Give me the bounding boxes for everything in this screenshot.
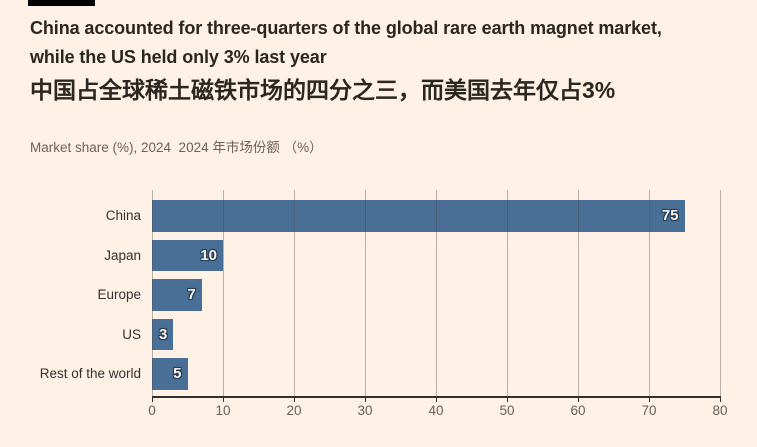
category-label-europe: Europe	[97, 287, 141, 303]
bar-japan: 10	[152, 239, 223, 272]
x-axis-tick-10	[223, 397, 224, 402]
x-tick-label-60: 60	[570, 403, 586, 418]
bar-chart: China Japan Europe US Rest of the world 75 10…	[0, 190, 757, 435]
x-tick-label-50: 50	[499, 403, 515, 418]
category-label-china: China	[105, 208, 141, 223]
x-tick-label-30: 30	[357, 403, 373, 418]
bar-value-label: 5	[173, 365, 182, 383]
gridline-x60	[578, 190, 579, 396]
bar-value-label: 7	[187, 286, 196, 304]
x-axis-tick-60	[578, 397, 579, 402]
x-axis-tick-30	[365, 397, 366, 402]
x-tick-label-80: 80	[712, 403, 728, 418]
x-axis-tick-70	[649, 397, 650, 402]
gridline-x10	[223, 190, 224, 396]
gridline-x0	[152, 190, 153, 396]
bar-value-label: 3	[158, 325, 168, 343]
bar-china: 75	[152, 200, 685, 232]
gridline-x80	[720, 190, 721, 396]
plot-area: 75 10 7 3 5 0 10 20 30 40 50 60 70 80	[148, 190, 728, 435]
gridline-x70	[649, 190, 650, 396]
x-axis-tick-50	[507, 397, 508, 402]
category-label-us: US	[122, 326, 141, 342]
bar-rest-of-the-world: 5	[152, 358, 188, 390]
bar-value-label: 10	[200, 246, 217, 264]
x-axis-tick-20	[294, 397, 295, 402]
bar-value-label: 75	[661, 207, 679, 224]
chart-title-line1: China accounted for three-quarters of th…	[30, 18, 662, 38]
x-axis-line	[152, 396, 721, 398]
gridline-x50	[507, 190, 508, 396]
x-tick-label-0: 0	[148, 403, 156, 418]
chart-title-line2: while the US held only 3% last year	[30, 47, 327, 67]
gridline-x20	[294, 190, 295, 396]
chart-title-chinese: 中国占全球稀土磁铁市场的四分之三，而美国去年仅占3%	[30, 77, 616, 103]
x-tick-label-20: 20	[286, 403, 302, 418]
gridline-x40	[436, 190, 437, 396]
bar-us: 3	[152, 318, 174, 351]
x-tick-label-70: 70	[641, 403, 657, 418]
x-axis-tick-40	[436, 397, 437, 402]
category-labels-column: China Japan Europe US Rest of the world	[0, 190, 141, 406]
headline-tag-bar	[28, 0, 95, 6]
x-tick-label-40: 40	[428, 403, 444, 418]
x-axis-tick-80	[720, 397, 721, 402]
category-label-rest-of-the-world: Rest of the world	[39, 366, 141, 382]
category-label-japan: Japan	[104, 247, 141, 263]
gridline-x30	[365, 190, 366, 396]
chart-subtitle: Market share (%), 2024 2024 年市场份额 （%）	[30, 140, 323, 155]
x-tick-label-10: 10	[215, 403, 231, 418]
bar-europe: 7	[152, 279, 202, 311]
chart-title: China accounted for three-quarters of th…	[30, 14, 745, 72]
x-axis-tick-0	[152, 397, 153, 402]
